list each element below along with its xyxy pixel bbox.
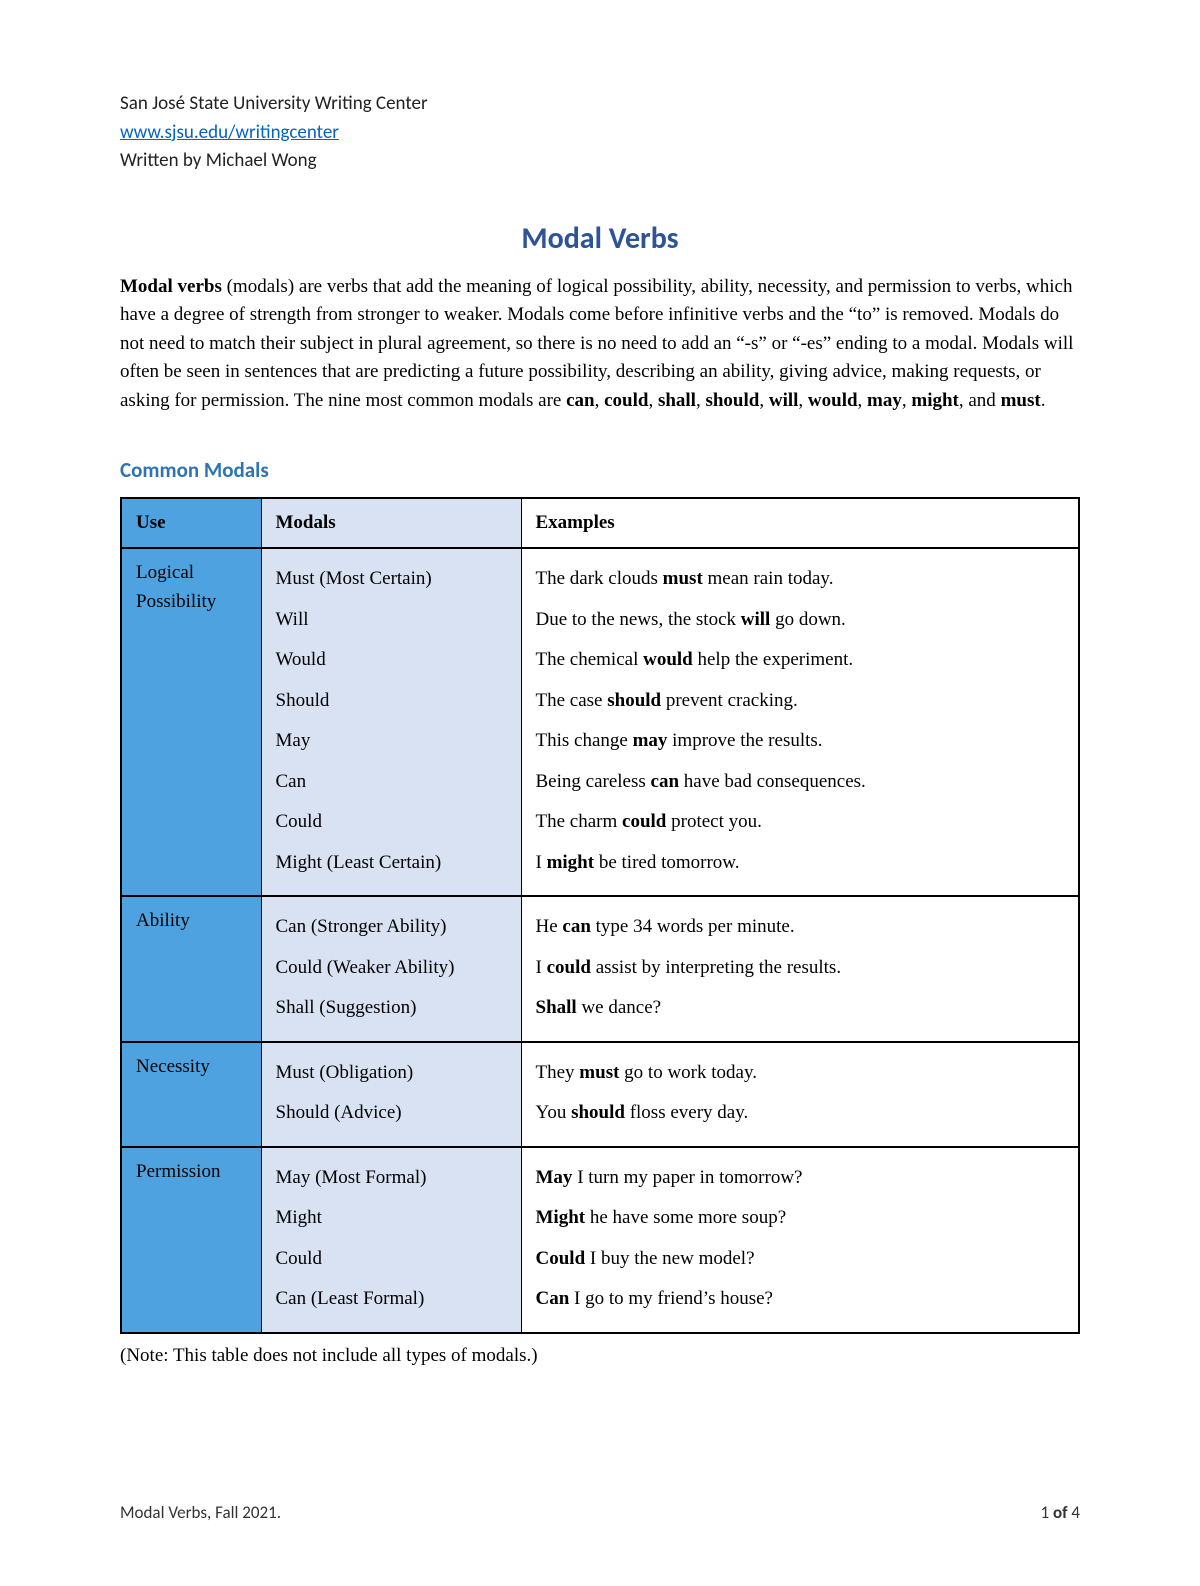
examples-cell: He can type 34 words per minute.I could … — [521, 896, 1079, 1042]
example-item: Can I go to my friend’s house? — [536, 1279, 1065, 1320]
modal-item: Would — [276, 640, 507, 681]
example-item: May I turn my paper in tomorrow? — [536, 1158, 1065, 1199]
org-name: San José State University Writing Center — [120, 90, 1080, 119]
use-cell: Ability — [121, 896, 261, 1042]
modal-item: Should (Advice) — [276, 1093, 507, 1134]
modal-item: Will — [276, 600, 507, 641]
modals-cell: Can (Stronger Ability)Could (Weaker Abil… — [261, 896, 521, 1042]
example-item: Could I buy the new model? — [536, 1239, 1065, 1280]
table-note: (Note: This table does not include all t… — [120, 1342, 1080, 1371]
example-item: I could assist by interpreting the resul… — [536, 948, 1065, 989]
table-row: PermissionMay (Most Formal)MightCouldCan… — [121, 1147, 1079, 1333]
modal-item: Might (Least Certain) — [276, 843, 507, 884]
modal-item: Could — [276, 802, 507, 843]
examples-cell: The dark clouds must mean rain today.Due… — [521, 548, 1079, 896]
example-item: Might he have some more soup? — [536, 1198, 1065, 1239]
examples-cell: They must go to work today.You should fl… — [521, 1042, 1079, 1147]
example-item: He can type 34 words per minute. — [536, 907, 1065, 948]
author-line: Written by Michael Wong — [120, 147, 1080, 176]
page-title: Modal Verbs — [120, 216, 1080, 261]
example-item: They must go to work today. — [536, 1053, 1065, 1094]
example-item: This change may improve the results. — [536, 721, 1065, 762]
table-row: AbilityCan (Stronger Ability)Could (Weak… — [121, 896, 1079, 1042]
modal-item: Could (Weaker Ability) — [276, 948, 507, 989]
modal-item: Should — [276, 681, 507, 722]
example-item: I might be tired tomorrow. — [536, 843, 1065, 884]
use-cell: Permission — [121, 1147, 261, 1333]
table-row: NecessityMust (Obligation)Should (Advice… — [121, 1042, 1079, 1147]
example-item: You should floss every day. — [536, 1093, 1065, 1134]
page-footer: Modal Verbs, Fall 2021. 1 of 4 — [120, 1500, 1080, 1526]
modal-item: Shall (Suggestion) — [276, 988, 507, 1029]
modal-item: Could — [276, 1239, 507, 1280]
footer-page: 1 of 4 — [1041, 1500, 1080, 1526]
example-item: Shall we dance? — [536, 988, 1065, 1029]
examples-cell: May I turn my paper in tomorrow?Might he… — [521, 1147, 1079, 1333]
col-header-examples: Examples — [521, 498, 1079, 549]
letterhead: San José State University Writing Center… — [120, 90, 1080, 176]
modals-cell: Must (Obligation)Should (Advice) — [261, 1042, 521, 1147]
col-header-modals: Modals — [261, 498, 521, 549]
example-item: The case should prevent cracking. — [536, 681, 1065, 722]
modal-item: Can — [276, 762, 507, 803]
modal-item: May — [276, 721, 507, 762]
modal-item: Can (Least Formal) — [276, 1279, 507, 1320]
col-header-use: Use — [121, 498, 261, 549]
example-item: The charm could protect you. — [536, 802, 1065, 843]
use-cell: Logical Possibility — [121, 548, 261, 896]
example-item: Due to the news, the stock will go down. — [536, 600, 1065, 641]
use-cell: Necessity — [121, 1042, 261, 1147]
table-row: Logical PossibilityMust (Most Certain)Wi… — [121, 548, 1079, 896]
modals-cell: May (Most Formal)MightCouldCan (Least Fo… — [261, 1147, 521, 1333]
modals-cell: Must (Most Certain)WillWouldShouldMayCan… — [261, 548, 521, 896]
table-header-row: Use Modals Examples — [121, 498, 1079, 549]
example-item: The chemical would help the experiment. — [536, 640, 1065, 681]
writing-center-link[interactable]: www.sjsu.edu/writingcenter — [120, 121, 339, 144]
footer-left: Modal Verbs, Fall 2021. — [120, 1500, 281, 1526]
modal-item: Must (Most Certain) — [276, 559, 507, 600]
modal-item: Must (Obligation) — [276, 1053, 507, 1094]
modals-table: Use Modals Examples Logical PossibilityM… — [120, 497, 1080, 1334]
section-heading-common-modals: Common Modals — [120, 455, 1080, 487]
modal-item: Might — [276, 1198, 507, 1239]
example-item: Being careless can have bad consequences… — [536, 762, 1065, 803]
modal-item: Can (Stronger Ability) — [276, 907, 507, 948]
intro-paragraph: Modal verbs (modals) are verbs that add … — [120, 273, 1080, 416]
modal-item: May (Most Formal) — [276, 1158, 507, 1199]
example-item: The dark clouds must mean rain today. — [536, 559, 1065, 600]
